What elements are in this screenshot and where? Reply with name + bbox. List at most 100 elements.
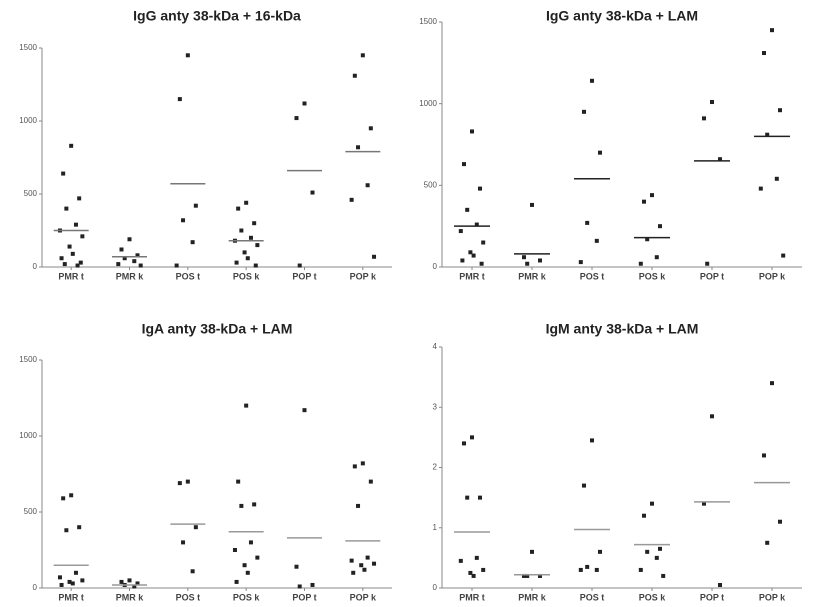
x-tick-label: POS k — [639, 592, 667, 602]
data-point — [59, 582, 64, 587]
y-tick-label: 0 — [433, 262, 438, 271]
data-point — [73, 222, 78, 227]
data-point — [642, 199, 646, 204]
data-point — [762, 51, 766, 56]
data-point — [458, 229, 463, 234]
data-point — [135, 253, 140, 258]
data-point — [244, 403, 249, 408]
data-point — [185, 479, 190, 484]
y-tick-label: 500 — [424, 180, 438, 189]
data-point — [765, 132, 770, 137]
data-point — [80, 234, 85, 239]
x-tick-label: POS t — [580, 271, 605, 281]
data-point — [530, 202, 534, 207]
y-tick-label: 4 — [433, 342, 438, 351]
data-point — [359, 563, 364, 568]
data-point — [365, 183, 370, 188]
data-point — [522, 573, 526, 578]
y-tick-label: 0 — [33, 262, 38, 271]
data-point — [127, 237, 132, 242]
chart-title: IgA anty 38-kDa + LAM — [142, 321, 293, 337]
data-point — [658, 546, 662, 551]
data-point — [590, 78, 594, 83]
data-point — [297, 584, 302, 589]
data-point — [645, 549, 650, 554]
x-tick-label: POP k — [759, 592, 786, 602]
chart-title: IgG anty 38-kDa + LAM — [546, 8, 698, 24]
x-tick-label: POP t — [292, 271, 316, 281]
data-point — [654, 555, 659, 560]
data-point — [248, 235, 253, 240]
data-point — [73, 570, 78, 575]
data-point — [236, 206, 241, 211]
data-point — [77, 525, 82, 530]
data-point — [585, 564, 590, 569]
x-tick-label: POS k — [233, 592, 261, 602]
data-point — [356, 145, 361, 150]
data-point — [468, 570, 473, 575]
data-point — [252, 221, 257, 226]
data-point — [525, 573, 530, 578]
data-point — [57, 575, 62, 580]
x-tick-label: POS t — [176, 271, 201, 281]
data-point — [252, 502, 257, 507]
data-point — [67, 244, 72, 249]
data-point — [245, 256, 250, 261]
data-point — [349, 197, 354, 202]
data-point — [582, 109, 586, 114]
data-point — [462, 162, 466, 167]
data-point — [297, 263, 302, 268]
data-point — [356, 503, 361, 508]
x-tick-label: POP k — [350, 592, 377, 602]
data-point — [638, 261, 643, 266]
data-point — [242, 250, 247, 255]
data-point — [61, 496, 66, 501]
data-point — [481, 567, 486, 572]
data-point — [127, 578, 132, 583]
x-tick-label: PMR k — [116, 592, 145, 602]
data-point — [658, 224, 662, 229]
x-tick-label: PMR k — [518, 271, 547, 281]
x-tick-label: POP t — [292, 592, 316, 602]
data-point — [122, 256, 127, 261]
data-point — [470, 129, 474, 134]
data-point — [294, 564, 299, 569]
data-point — [232, 548, 237, 552]
data-point — [460, 258, 465, 263]
data-point — [474, 222, 479, 227]
data-point — [310, 190, 315, 195]
data-point — [75, 263, 80, 268]
data-point — [360, 53, 365, 58]
data-point — [525, 261, 530, 266]
x-tick-label: POP t — [700, 592, 724, 602]
data-point — [116, 262, 121, 267]
y-tick-label: 1 — [433, 523, 438, 532]
y-tick-label: 0 — [33, 583, 38, 592]
data-point — [62, 262, 67, 267]
y-tick-label: 1500 — [419, 17, 437, 26]
data-point — [69, 493, 74, 498]
data-point — [372, 254, 377, 259]
data-point — [462, 441, 466, 446]
data-point — [239, 228, 244, 233]
y-tick-label: 3 — [433, 402, 438, 411]
y-tick-label: 2 — [433, 463, 438, 472]
data-point — [349, 558, 354, 563]
y-tick-label: 0 — [433, 583, 438, 592]
data-point — [181, 540, 186, 545]
data-point — [294, 116, 299, 121]
data-point — [465, 207, 470, 212]
data-point — [478, 186, 482, 191]
data-point — [119, 247, 124, 252]
x-tick-label: POP k — [759, 271, 786, 281]
data-point — [582, 483, 586, 488]
y-tick-label: 500 — [24, 189, 38, 198]
data-point — [365, 555, 370, 560]
x-tick-label: PMR t — [459, 271, 485, 281]
data-point — [470, 435, 474, 440]
data-point — [352, 464, 357, 469]
data-point — [458, 558, 463, 563]
data-point — [80, 578, 85, 583]
data-point — [242, 563, 247, 568]
data-point — [360, 461, 365, 466]
